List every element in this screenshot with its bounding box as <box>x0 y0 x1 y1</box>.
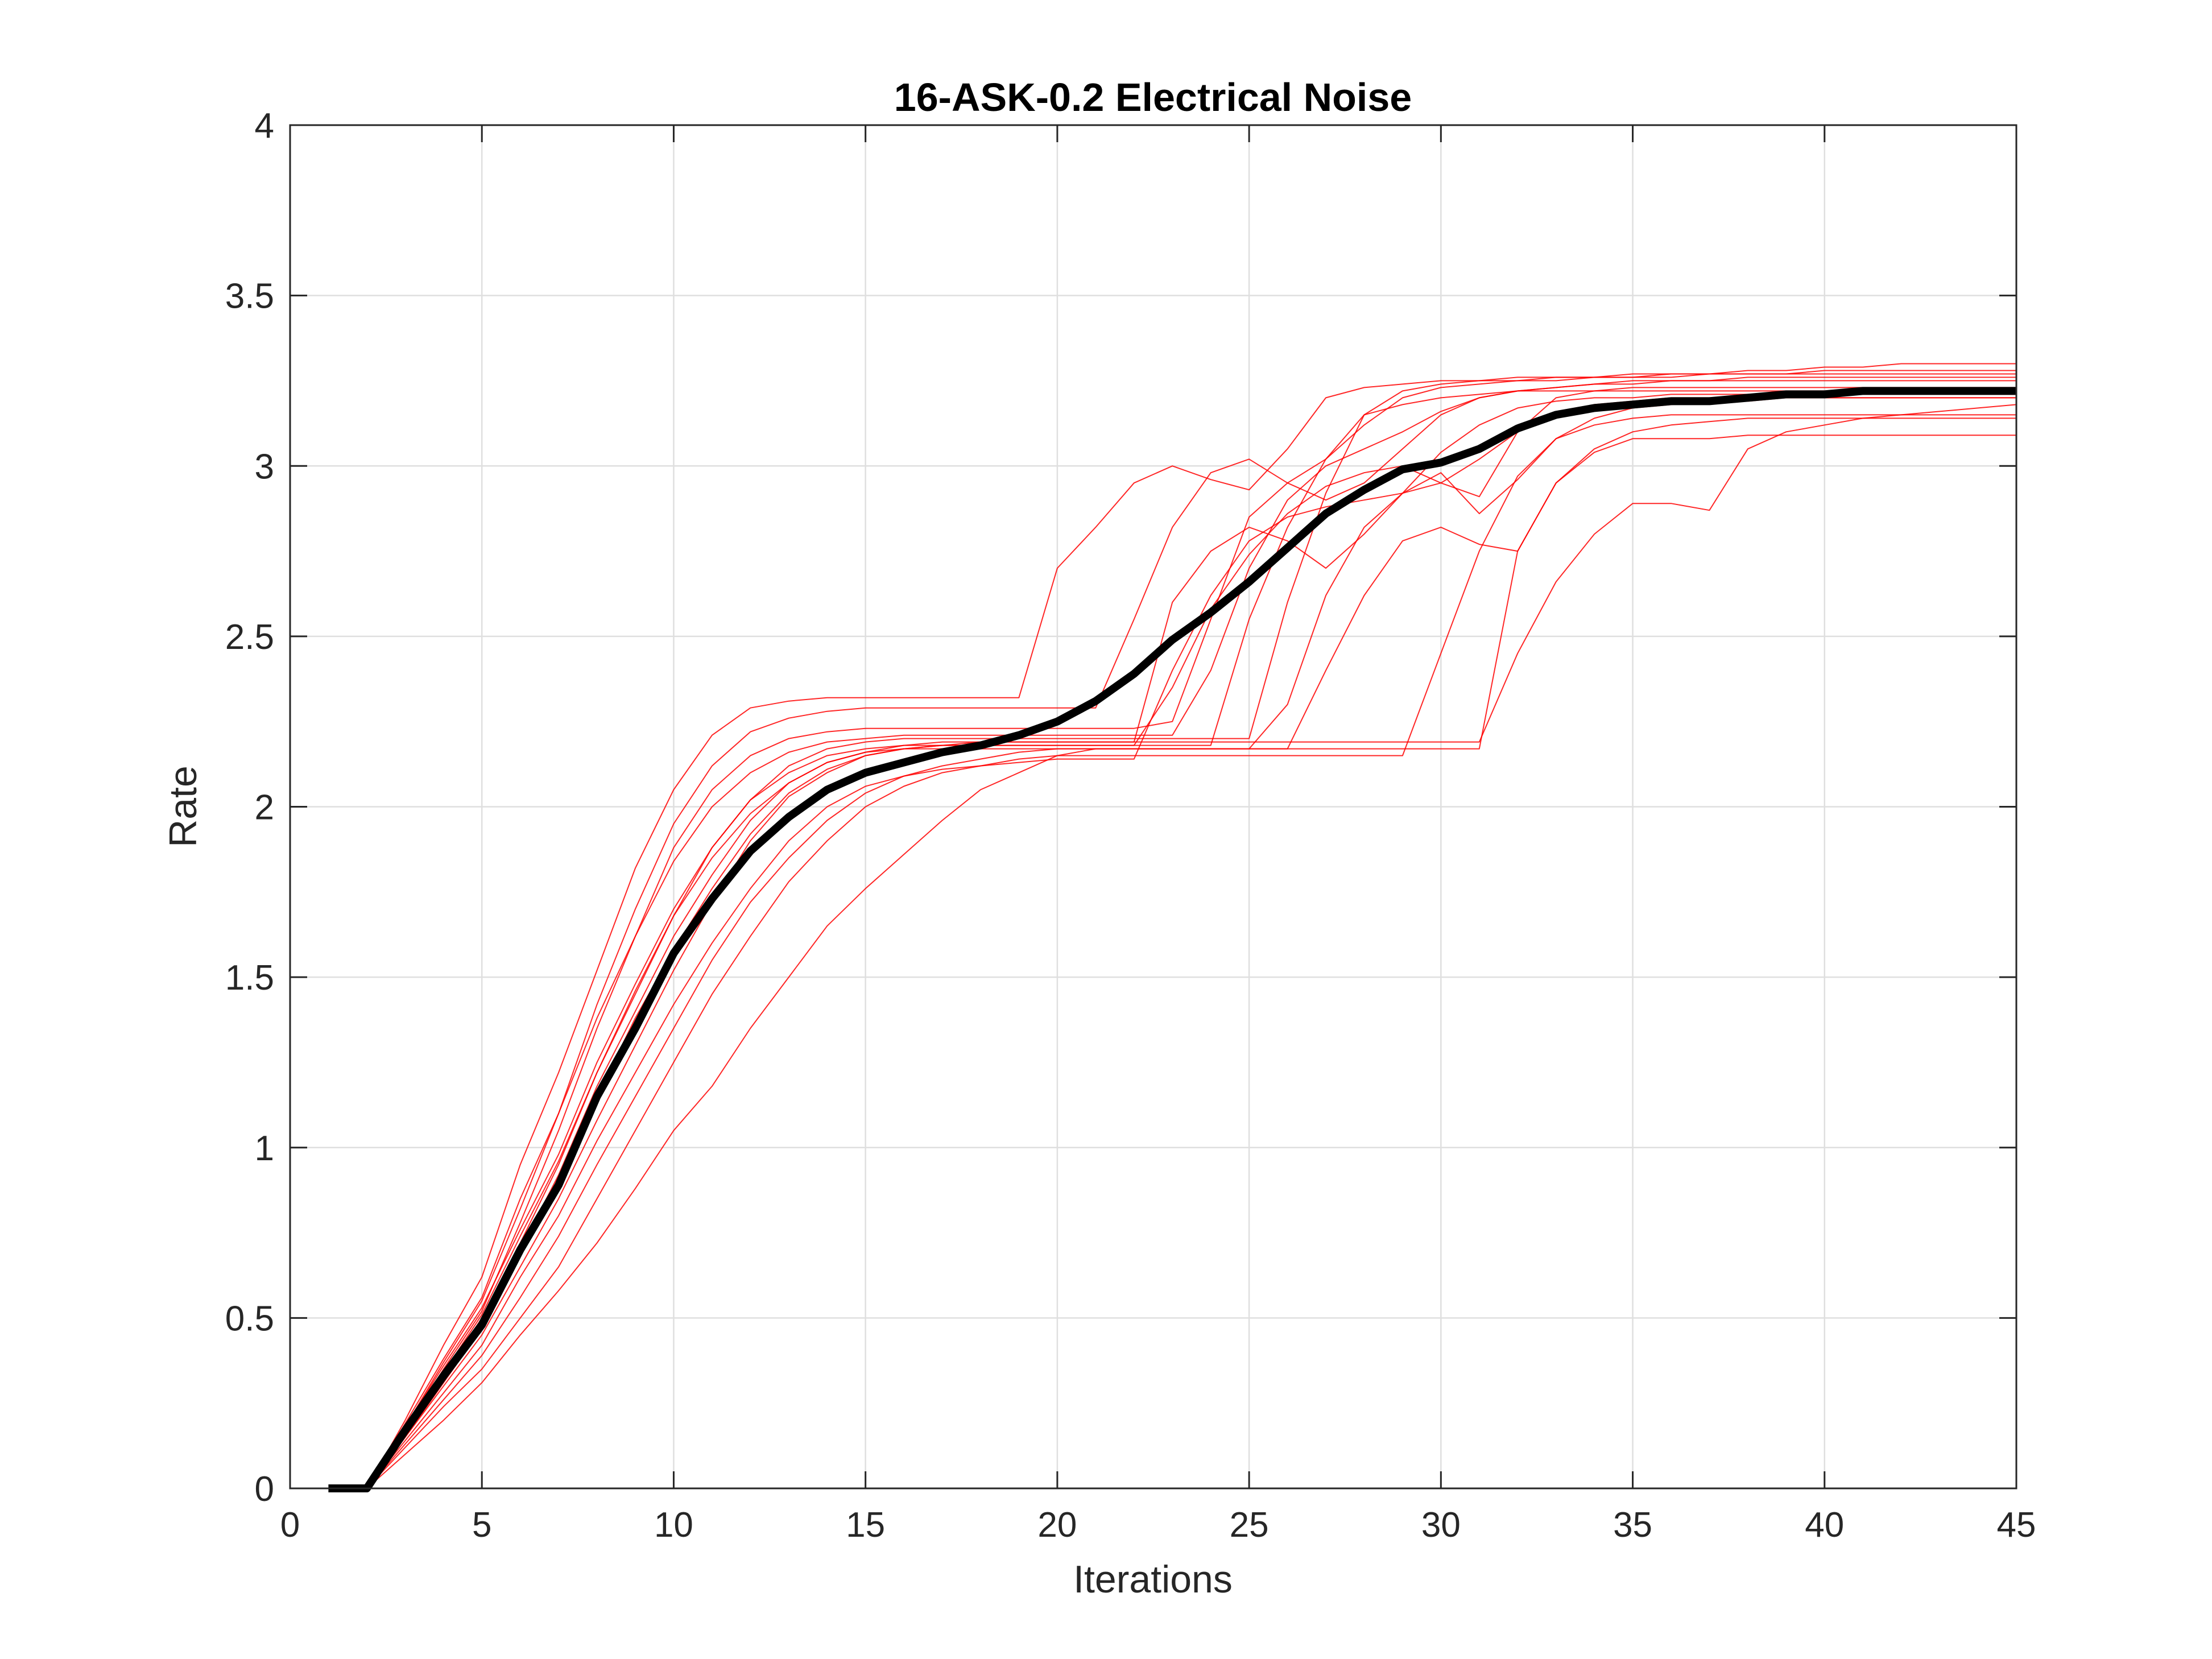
mean-series-group <box>328 387 2016 1492</box>
run-series-line-5 <box>328 404 2017 1489</box>
x-tick-label: 25 <box>1230 1505 1269 1545</box>
x-axis-label: Iterations <box>1073 1558 1233 1601</box>
run-series-line-9 <box>328 380 2016 1489</box>
y-tick-label: 1 <box>255 1129 274 1168</box>
x-tick-label: 20 <box>1037 1505 1077 1545</box>
x-tick-label: 10 <box>654 1505 693 1545</box>
y-axis-label: Rate <box>162 766 205 847</box>
run-series-line-6 <box>328 414 2016 1489</box>
y-tick-label: 3 <box>255 447 274 486</box>
y-tick-label: 0.5 <box>225 1299 274 1338</box>
x-tick-label: 5 <box>472 1505 491 1545</box>
run-series-line-3 <box>328 377 2016 1489</box>
x-tick-label: 30 <box>1421 1505 1461 1545</box>
mean-series-line <box>328 387 2016 1492</box>
x-tick-label: 15 <box>846 1505 885 1545</box>
run-series-line-13 <box>328 417 2016 1489</box>
x-tick-label: 40 <box>1805 1505 1844 1545</box>
y-tick-label: 3.5 <box>225 277 274 316</box>
run-series-line-14 <box>328 394 2016 1489</box>
x-tick-label: 35 <box>1613 1505 1652 1545</box>
y-tick-labels: 0 0.5 1 1.5 2 2.5 3 3.5 4 <box>225 106 274 1509</box>
y-tick-label: 2 <box>255 788 274 828</box>
x-tick-labels: 0 5 10 15 20 25 30 35 40 45 <box>280 1505 2036 1545</box>
run-series-group <box>328 363 2017 1489</box>
y-tick-label: 4 <box>255 106 274 146</box>
y-tick-label: 2.5 <box>225 618 274 657</box>
y-tick-label: 1.5 <box>225 958 274 998</box>
chart-title: 16-ASK-0.2 Electrical Noise <box>894 75 1412 119</box>
axis-ticks <box>289 124 2017 1490</box>
x-tick-label: 45 <box>1997 1505 2036 1545</box>
y-tick-label: 0 <box>255 1470 274 1509</box>
run-series-line-12 <box>328 390 2016 1489</box>
x-tick-label: 0 <box>280 1505 300 1545</box>
run-series-line-2 <box>328 363 2016 1489</box>
